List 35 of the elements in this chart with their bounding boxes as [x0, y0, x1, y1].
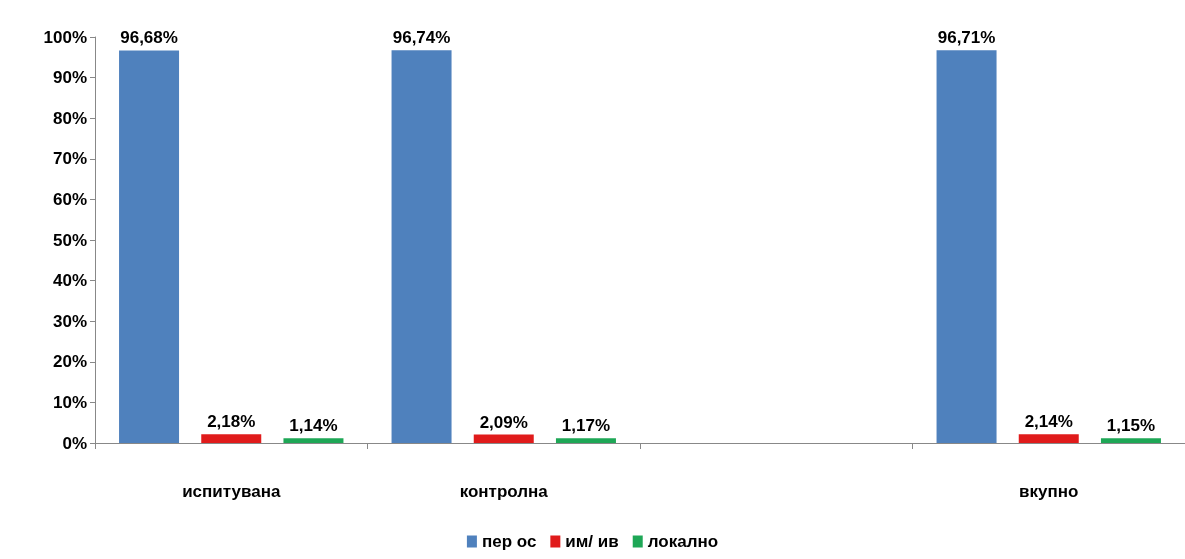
y-tick-label: 100%: [43, 27, 87, 47]
data-label: 2,18%: [207, 412, 256, 432]
x-tick-label: испитувана: [182, 482, 281, 501]
bar: [473, 434, 534, 443]
bar: [1018, 434, 1079, 443]
data-label: 1,14%: [289, 416, 338, 436]
bar: [391, 50, 452, 443]
data-label: 96,68%: [120, 28, 178, 48]
y-tick-label: 60%: [52, 189, 87, 209]
y-tick-label: 80%: [52, 108, 87, 128]
x-tick-label: вкупно: [1019, 482, 1079, 501]
bar: [119, 50, 180, 443]
legend-label: им/ ив: [565, 532, 619, 551]
y-tick-label: 40%: [52, 271, 87, 291]
data-label: 2,09%: [479, 412, 528, 432]
data-label: 1,17%: [561, 416, 611, 436]
bar: [936, 50, 997, 443]
data-label: 1,15%: [1106, 416, 1156, 436]
data-label: 96,71%: [937, 28, 996, 48]
y-tick-label: 50%: [52, 230, 87, 250]
bar: [283, 438, 344, 443]
data-label: 2,14%: [1024, 412, 1073, 432]
bar: [201, 434, 262, 443]
bar: [555, 438, 616, 443]
y-tick-label: 90%: [52, 68, 87, 88]
legend-label: пер ос: [481, 532, 537, 551]
data-label: 96,74%: [392, 28, 451, 48]
y-tick-label: 30%: [52, 311, 87, 331]
y-tick-label: 10%: [52, 392, 87, 412]
legend-label: локално: [647, 532, 719, 551]
y-tick-label: 20%: [52, 352, 87, 372]
x-tick-label: контролна: [459, 482, 549, 501]
y-tick-label: 70%: [52, 149, 87, 169]
bar: [1100, 438, 1161, 443]
y-tick-label: 0%: [62, 433, 87, 453]
